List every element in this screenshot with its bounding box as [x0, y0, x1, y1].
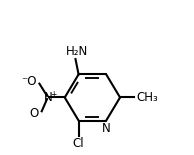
Text: O: O	[29, 107, 39, 120]
Text: CH₃: CH₃	[136, 91, 158, 104]
Text: +: +	[51, 90, 57, 99]
Text: Cl: Cl	[73, 137, 84, 150]
Text: N: N	[102, 122, 111, 135]
Text: N: N	[43, 91, 52, 104]
Text: ⁻O: ⁻O	[21, 75, 36, 88]
Text: H₂N: H₂N	[66, 45, 88, 58]
